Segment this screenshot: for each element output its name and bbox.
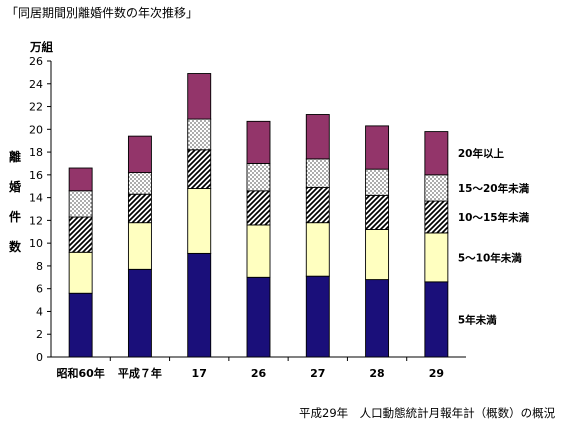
bar-segment-4 [365, 168, 390, 196]
bar-segment-1 [246, 276, 271, 358]
source-note: 平成29年 人口動態統計月報年計（概数）の概況 [299, 406, 556, 420]
bar-segment-1 [68, 292, 93, 358]
bar-segment-4 [246, 163, 271, 192]
y-axis-unit: 万組 [30, 40, 53, 54]
bar-segment-3 [187, 149, 212, 189]
x-tick-label: 平成７年 [118, 366, 162, 380]
legend-label-1: 5年未満 [458, 313, 497, 326]
bar-segment-2 [68, 251, 93, 294]
bar-segment-1 [365, 279, 390, 358]
legend-label-2: 5～10年未満 [458, 251, 522, 264]
y-tick-label: 16 [29, 169, 43, 182]
bar-segment-2 [187, 188, 212, 254]
bar-segment-2 [127, 222, 152, 270]
y-tick-label: 0 [36, 351, 43, 364]
legend-label-5: 20年以上 [458, 147, 505, 160]
bar-segment-3 [424, 200, 449, 234]
bar-segment-4 [187, 118, 212, 151]
legend-label-4: 15～20年未満 [458, 182, 530, 195]
y-tick-label: 20 [29, 123, 43, 136]
bar-segment-5 [127, 135, 152, 174]
x-tick-label: 26 [251, 367, 267, 380]
bar-segment-3 [68, 216, 93, 253]
y-tick-label: 14 [29, 192, 43, 205]
x-tick-label: 29 [429, 367, 444, 380]
bar-segment-2 [424, 232, 449, 283]
bar-segment-1 [305, 275, 330, 358]
legend-label-3: 10～15年未満 [458, 211, 530, 224]
x-tick-label: 28 [369, 367, 384, 380]
y-tick-label: 12 [29, 214, 43, 227]
bar-segment-5 [68, 167, 93, 192]
x-tick-label: 27 [310, 367, 325, 380]
bar-segment-1 [127, 268, 152, 358]
y-tick-label: 8 [36, 260, 43, 273]
y-tick-label: 4 [36, 305, 43, 318]
bar-segment-5 [424, 131, 449, 176]
bar-segment-2 [365, 229, 390, 281]
x-tick-label: 17 [192, 367, 207, 380]
bar-segment-4 [68, 190, 93, 218]
bar-segment-3 [305, 186, 330, 224]
y-axis-label: 離婚件数 [8, 150, 21, 254]
bar-segment-5 [365, 125, 390, 170]
bar-segment-4 [127, 172, 152, 195]
bar-segment-5 [187, 73, 212, 120]
y-tick-label: 2 [36, 328, 43, 341]
x-tick-label: 昭和60年 [56, 366, 104, 380]
chart-title: 「同居期間別離婚件数の年次推移」 [6, 6, 199, 20]
bar-segment-3 [246, 190, 271, 226]
y-tick-label: 18 [29, 146, 43, 159]
bar-segment-1 [424, 281, 449, 358]
bar-segment-3 [127, 193, 152, 224]
y-tick-label: 26 [29, 55, 43, 68]
y-tick-label: 22 [29, 101, 43, 114]
bar-segment-2 [246, 224, 271, 278]
bar-segment-2 [305, 222, 330, 277]
y-tick-label: 6 [36, 283, 43, 296]
y-tick-label: 10 [29, 237, 43, 250]
bar-segment-5 [305, 114, 330, 160]
bar-segment-4 [424, 174, 449, 202]
y-tick-label: 24 [29, 78, 43, 91]
bar-segment-4 [305, 158, 330, 188]
bar-segment-3 [365, 194, 390, 230]
bar-segment-1 [187, 252, 212, 358]
bar-segment-5 [246, 120, 271, 164]
